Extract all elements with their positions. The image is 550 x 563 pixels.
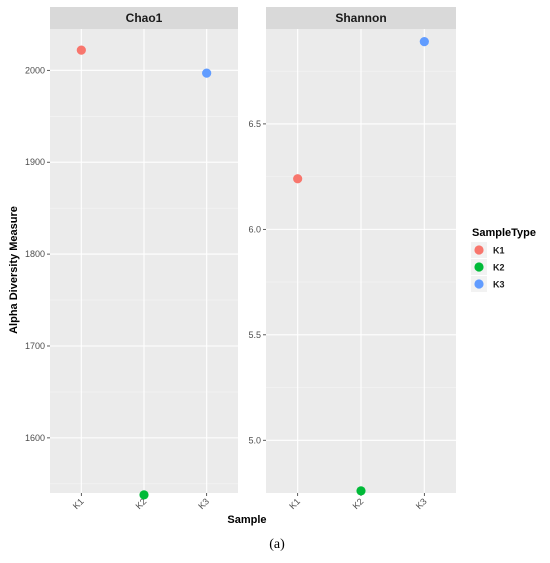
facet-panel-shannon: Shannon 5.0 5.5 6.0 6.5 K1 K2 K3 [248,7,456,511]
legend-item-k2: K2 [471,259,505,275]
y-tick-label: 5.5 [248,330,261,340]
data-point-k3 [419,37,429,47]
legend-item-k1: K1 [471,242,505,258]
figure-caption: (a) [269,537,285,552]
y-axis-title: Alpha Diversity Measure [8,206,20,334]
x-tick-label: K1 [287,496,302,511]
legend-label: K3 [493,280,505,290]
facet-title: Shannon [335,11,386,25]
y-tick-label: 1700 [25,341,45,351]
legend-label: K1 [493,246,505,256]
y-tick-label: 5.0 [248,435,261,445]
facet-panels: Chao1 1600 1700 1800 1900 2000 K1 K2 K3 Shannon 5.… [25,7,456,511]
data-point-k2 [356,486,366,496]
y-tick-label: 6.0 [248,224,261,234]
x-tick-label: K3 [196,496,211,511]
legend-item-k3: K3 [471,276,505,292]
legend-title: SampleType [472,227,536,239]
x-axis-title: Sample [227,514,266,526]
facet-title: Chao1 [126,11,163,25]
data-point-k2 [139,490,149,500]
x-tick-label: K3 [414,496,429,511]
y-tick-label: 1800 [25,249,45,259]
data-point-k1 [76,45,86,55]
x-tick-label: K2 [351,496,366,511]
facet-strip [266,7,456,29]
x-tick-label: K1 [71,496,86,511]
legend-symbol [474,262,484,272]
legend-symbol [474,245,484,255]
y-tick-label: 1600 [25,433,45,443]
facet-strip [50,7,238,29]
y-tick-label: 1900 [25,157,45,167]
y-tick-label: 6.5 [248,119,261,129]
data-point-k1 [293,174,303,184]
legend-symbol [474,279,484,289]
y-tick-label: 2000 [25,65,45,75]
legend: SampleType K1 K2 K3 [471,227,536,292]
data-point-k3 [202,68,212,78]
legend-label: K2 [493,263,505,273]
